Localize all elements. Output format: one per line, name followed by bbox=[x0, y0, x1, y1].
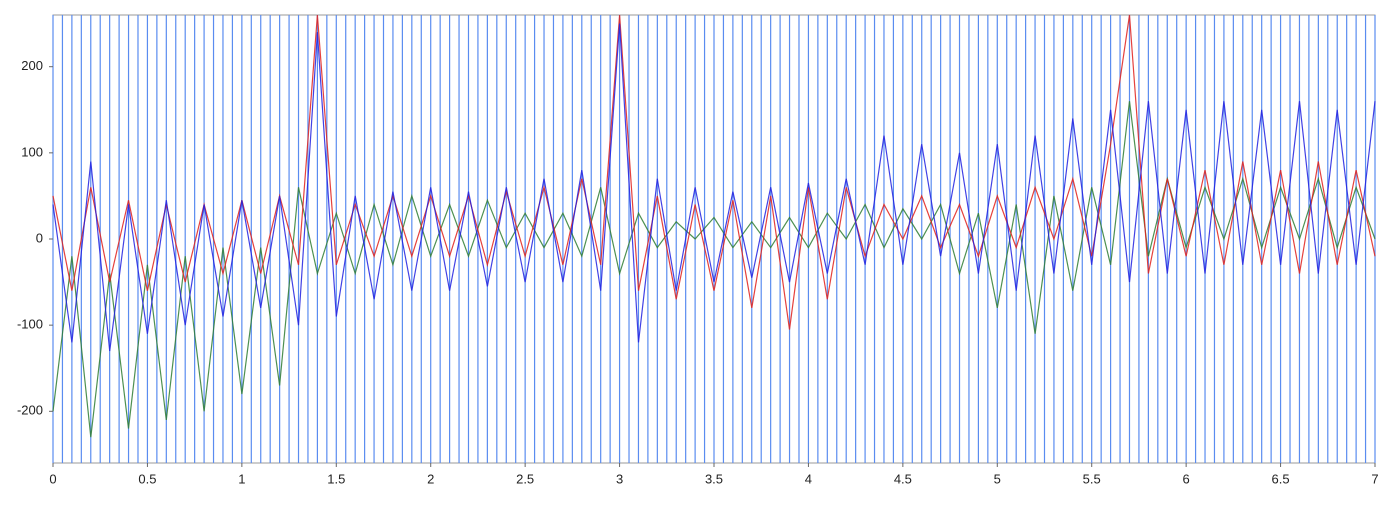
x-tick-label: 5.5 bbox=[1083, 471, 1101, 486]
y-tick-label: -200 bbox=[17, 403, 43, 418]
x-tick-label: 7 bbox=[1371, 471, 1378, 486]
x-tick-label: 0 bbox=[49, 471, 56, 486]
signal bbox=[52, 23, 1376, 352]
y-tick-label: 200 bbox=[21, 58, 43, 73]
x-tick-label: 1.5 bbox=[327, 471, 345, 486]
x-tick-label: 2 bbox=[427, 471, 434, 486]
x-tick-label: 1 bbox=[238, 471, 245, 486]
x-tick-label: 3 bbox=[616, 471, 623, 486]
x-tick-label: 0.5 bbox=[138, 471, 156, 486]
x-tick-label: 4 bbox=[805, 471, 812, 486]
x-tick-label: 6 bbox=[1183, 471, 1190, 486]
x-tick-label: 3.5 bbox=[705, 471, 723, 486]
y-tick-label: 100 bbox=[21, 144, 43, 159]
x-tick-label: 6.5 bbox=[1272, 471, 1290, 486]
y-tick-label: 0 bbox=[36, 230, 43, 245]
y-tick-label: -100 bbox=[17, 317, 43, 332]
x-tick-label: 5 bbox=[994, 471, 1001, 486]
x-tick-label: 4.5 bbox=[894, 471, 912, 486]
x-tick-label: 2.5 bbox=[516, 471, 534, 486]
signal bbox=[52, 101, 1376, 438]
signal bbox=[52, 14, 1376, 330]
